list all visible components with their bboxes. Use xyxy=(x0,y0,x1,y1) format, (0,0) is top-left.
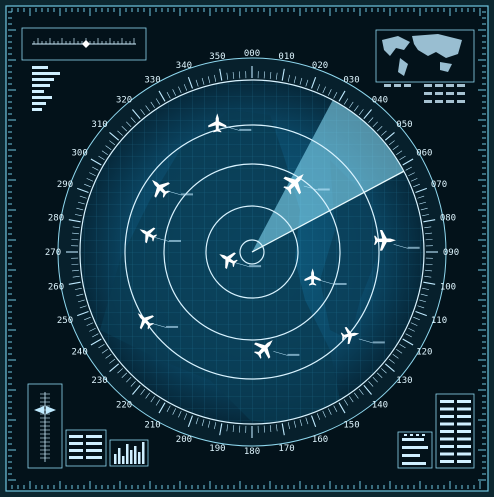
sweep-line xyxy=(251,170,405,253)
bearing-label-270: 270 xyxy=(45,248,61,258)
bearing-label-020: 020 xyxy=(312,61,328,71)
bearing-label-240: 240 xyxy=(72,348,88,358)
aircraft-layer xyxy=(137,113,420,359)
aircraft-tag-line xyxy=(358,338,373,344)
aircraft-tag xyxy=(334,282,347,285)
panel-bottom-right xyxy=(397,393,475,469)
ring-3 xyxy=(124,124,380,380)
aircraft-tag-line xyxy=(273,351,288,356)
airplane-icon xyxy=(340,326,360,345)
bearing-label-330: 330 xyxy=(144,76,160,86)
ring-1 xyxy=(205,205,299,299)
ruler-marker-icon xyxy=(82,40,90,48)
bearing-label-080: 080 xyxy=(440,213,456,223)
bearing-label-040: 040 xyxy=(372,96,388,106)
airplane-icon xyxy=(283,174,304,195)
aircraft-tag xyxy=(407,246,420,249)
world-map-icon xyxy=(382,34,462,76)
ring-2 xyxy=(163,163,341,341)
bearing-label-090: 090 xyxy=(443,248,459,258)
bearing-label-190: 190 xyxy=(209,444,225,454)
bearing-label-160: 160 xyxy=(312,435,328,445)
panel-bottom-left xyxy=(27,383,149,469)
aircraft-tag xyxy=(317,188,330,191)
bearing-label-200: 200 xyxy=(176,435,192,445)
aircraft-tag xyxy=(249,265,262,268)
bearing-label-310: 310 xyxy=(91,120,107,130)
ring-outer xyxy=(79,79,425,425)
bearing-label-170: 170 xyxy=(278,444,294,454)
bearing-label-100: 100 xyxy=(440,283,456,293)
bearing-label-000: 000 xyxy=(244,49,260,59)
bearing-label-060: 060 xyxy=(416,149,432,159)
bearing-label-140: 140 xyxy=(372,400,388,410)
bearing-label-130: 130 xyxy=(396,376,412,386)
aircraft-tag xyxy=(287,353,300,356)
aircraft-tag-line xyxy=(320,280,335,285)
aircraft-tag-line xyxy=(393,244,408,249)
bearing-label-220: 220 xyxy=(116,400,132,410)
aircraft-tag xyxy=(181,193,194,196)
bar-chart-icon xyxy=(114,442,145,464)
panel-top-right xyxy=(375,29,475,103)
airplane-icon xyxy=(139,227,158,244)
aircraft-tag-line xyxy=(303,185,318,191)
airplane-icon xyxy=(208,113,227,133)
airplane-icon xyxy=(374,229,396,251)
frame-ticks xyxy=(8,8,486,489)
bearing-label-070: 070 xyxy=(431,180,447,190)
aircraft-tag xyxy=(239,128,252,131)
bearing-label-210: 210 xyxy=(144,420,160,430)
bearing-label-340: 340 xyxy=(176,61,192,71)
bearing-labels: 000 010 020 030 040 050 060 070 080 090 100 110 120 1… xyxy=(45,49,459,457)
bearing-label-260: 260 xyxy=(48,283,64,293)
aircraft-tag-line xyxy=(151,323,167,328)
bearing-label-230: 230 xyxy=(91,376,107,386)
bearing-label-110: 110 xyxy=(431,316,447,326)
panel-top-left xyxy=(21,27,147,111)
bearing-label-280: 280 xyxy=(48,213,64,223)
aircraft-tag-line xyxy=(154,237,170,242)
bearing-label-300: 300 xyxy=(72,149,88,159)
airplane-icon xyxy=(219,252,238,269)
bearing-label-350: 350 xyxy=(209,52,225,62)
aircraft-tag xyxy=(372,341,385,344)
aircraft-tag-line xyxy=(166,190,182,196)
aircraft-tag-line xyxy=(225,126,240,131)
bearing-label-250: 250 xyxy=(57,316,73,326)
bearing-label-150: 150 xyxy=(343,420,359,430)
aircraft-tag xyxy=(166,325,179,328)
center-ring xyxy=(239,239,265,265)
airplane-icon xyxy=(137,313,154,330)
bearing-label-120: 120 xyxy=(416,348,432,358)
bearing-label-320: 320 xyxy=(116,96,132,106)
bearing-label-050: 050 xyxy=(396,120,412,130)
dial-ticks xyxy=(66,66,438,438)
airplane-icon xyxy=(152,179,170,198)
bearing-label-180: 180 xyxy=(244,447,260,457)
bearing-label-290: 290 xyxy=(57,180,73,190)
bearing-label-010: 010 xyxy=(278,52,294,62)
left-bars xyxy=(32,66,60,111)
airplane-icon xyxy=(254,340,273,359)
aircraft-tag xyxy=(168,239,181,242)
scale-icon xyxy=(34,406,56,414)
sweep-beam xyxy=(252,100,404,252)
bearing-label-030: 030 xyxy=(343,76,359,86)
aircraft-tag-line xyxy=(235,262,250,267)
airplane-icon xyxy=(304,268,321,286)
